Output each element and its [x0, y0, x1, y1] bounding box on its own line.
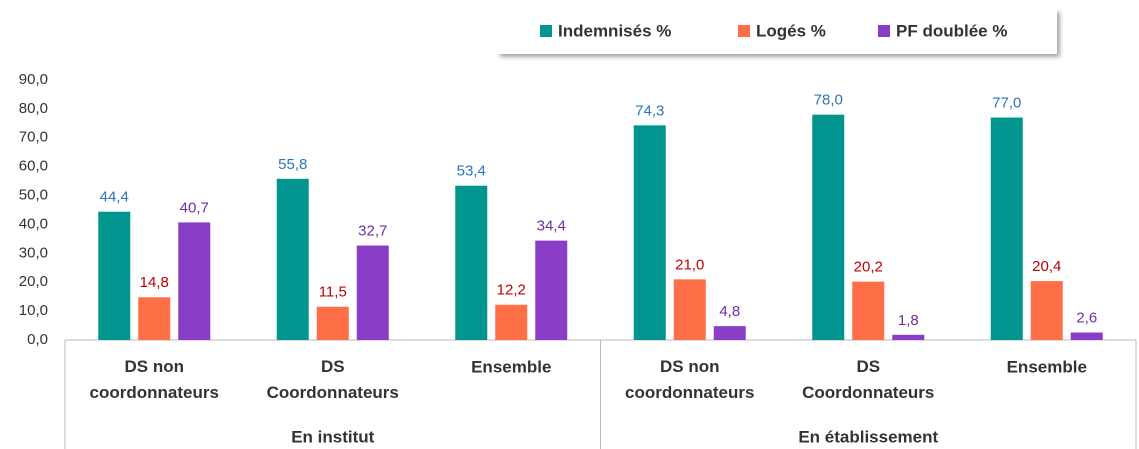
bar [852, 281, 885, 340]
data-label: 77,0 [992, 95, 1021, 112]
x-tick-label: DS non coordonnateurs [90, 357, 219, 402]
x-tick-line: DS [856, 357, 880, 376]
x-tick-label: Ensemble [471, 357, 551, 376]
bar [633, 125, 666, 340]
bar [713, 326, 746, 340]
bar [98, 211, 131, 340]
data-label: 55,8 [278, 156, 307, 173]
x-tick-line: DS non [660, 357, 720, 376]
y-tick-label: 80,0 [19, 100, 48, 117]
data-label: 14,8 [140, 274, 169, 291]
data-label: 12,2 [497, 282, 526, 299]
data-label: 21,0 [675, 256, 704, 273]
x-tick-label: Ensemble [1007, 357, 1087, 376]
x-tick-line: coordonnateurs [90, 383, 219, 402]
group-label: En institut [291, 427, 374, 446]
y-tick-label: 0,0 [27, 331, 48, 348]
y-tick-label: 20,0 [19, 273, 48, 290]
data-label: 20,4 [1032, 258, 1061, 275]
x-tick-label: DS non coordonnateurs [625, 357, 754, 402]
bar [356, 245, 389, 340]
bar [892, 334, 925, 340]
data-label: 74,3 [635, 102, 664, 119]
legend-box [497, 9, 1057, 54]
bar [276, 178, 309, 340]
bar [673, 279, 706, 340]
y-tick-label: 10,0 [19, 302, 48, 319]
legend-label: Indemnisés % [558, 21, 671, 40]
data-label: 32,7 [358, 223, 387, 240]
x-tick-label: DS Coordonnateurs [267, 357, 399, 402]
x-tick-label: DS Coordonnateurs [802, 357, 934, 402]
x-tick-line: coordonnateurs [625, 383, 754, 402]
data-label: 20,2 [854, 259, 883, 276]
legend-swatch [878, 25, 890, 37]
legend-swatch [540, 25, 552, 37]
y-tick-label: 90,0 [19, 71, 48, 88]
data-label: 1,8 [898, 312, 919, 329]
x-tick-line: Coordonnateurs [267, 383, 399, 402]
data-label: 40,7 [180, 199, 209, 216]
bar [1030, 281, 1063, 340]
x-tick-line: DS non [125, 357, 185, 376]
bar [495, 304, 528, 340]
legend-swatch [738, 25, 750, 37]
data-label: 44,4 [100, 189, 129, 206]
data-label: 34,4 [537, 218, 566, 235]
bar [990, 117, 1023, 340]
data-label: 4,8 [719, 303, 740, 320]
bar [535, 240, 568, 340]
data-label: 2,6 [1076, 309, 1097, 326]
bar [316, 306, 349, 340]
y-tick-label: 70,0 [19, 129, 48, 146]
y-tick-label: 30,0 [19, 244, 48, 261]
y-tick-label: 60,0 [19, 158, 48, 175]
bar [178, 222, 211, 340]
bar [812, 114, 845, 341]
data-label: 53,4 [457, 163, 486, 180]
data-label: 78,0 [814, 92, 843, 109]
y-tick-label: 40,0 [19, 215, 48, 232]
legend-label: PF doublée % [896, 21, 1007, 40]
data-label: 11,5 [319, 284, 347, 301]
bar [138, 297, 171, 340]
x-tick-line: Coordonnateurs [802, 383, 934, 402]
y-tick-label: 50,0 [19, 187, 48, 204]
x-tick-line: DS [321, 357, 345, 376]
bar [455, 185, 488, 340]
legend-label: Logés % [756, 21, 826, 40]
group-label: En établissement [798, 427, 938, 446]
bar [1070, 332, 1103, 340]
